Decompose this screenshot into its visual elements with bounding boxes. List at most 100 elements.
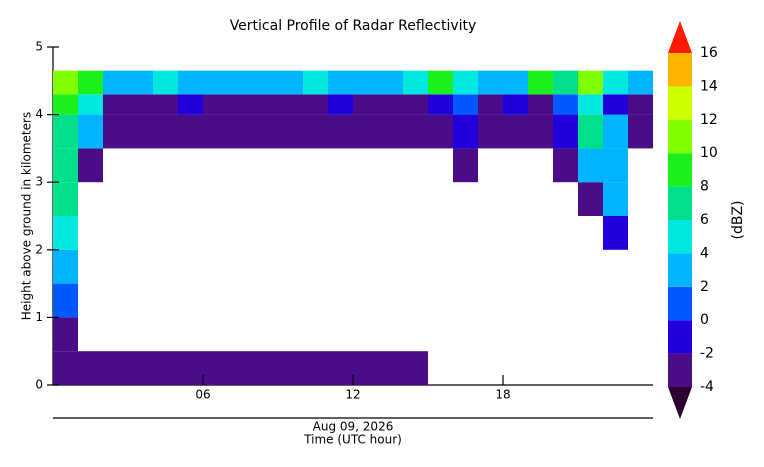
cell: [203, 114, 228, 149]
colorbar-tick-label: 0: [700, 312, 709, 328]
cell: [603, 114, 628, 149]
cell: [303, 351, 328, 385]
cell: [153, 114, 178, 149]
cell: [78, 114, 103, 149]
cell: [303, 94, 328, 115]
cell: [53, 283, 78, 318]
y-tick-label: 3: [35, 175, 43, 189]
cell: [78, 70, 103, 95]
y-tick-label: 2: [35, 242, 43, 256]
cell: [128, 94, 153, 115]
cell: [403, 70, 428, 95]
cell: [278, 70, 303, 95]
colorbar-under: [668, 387, 692, 419]
cell: [428, 94, 453, 115]
cell: [603, 94, 628, 115]
cell: [578, 70, 603, 95]
cell: [128, 70, 153, 95]
colorbar-tick-label: 2: [700, 279, 709, 295]
cell: [353, 94, 378, 115]
cell: [303, 70, 328, 95]
cell: [578, 94, 603, 115]
cell: [353, 351, 378, 385]
cell: [603, 216, 628, 250]
cell: [228, 94, 253, 115]
colorbar-segment: [668, 119, 692, 154]
cell: [53, 317, 78, 352]
cell: [178, 351, 203, 385]
cell: [128, 114, 153, 149]
cell: [553, 70, 578, 95]
colorbar-segment: [668, 220, 692, 254]
cell: [253, 351, 278, 385]
cell: [328, 70, 353, 95]
colorbar-segment: [668, 86, 692, 120]
date-label: Aug 09, 2026: [313, 420, 394, 434]
cell: [53, 94, 78, 115]
cell: [378, 70, 403, 95]
cell: [453, 114, 478, 149]
cell: [53, 216, 78, 250]
cell: [228, 351, 253, 385]
colorbar-tick-label: -2: [700, 346, 714, 362]
cell: [603, 148, 628, 183]
colorbar-tick-label: 6: [700, 212, 709, 228]
colorbar-tick-label: 16: [700, 45, 718, 61]
cell: [578, 182, 603, 216]
cell: [103, 70, 128, 95]
cell: [328, 351, 353, 385]
cell: [353, 70, 378, 95]
cell: [353, 114, 378, 149]
cell: [603, 182, 628, 216]
cell: [153, 351, 178, 385]
cell: [628, 94, 653, 115]
cell: [453, 94, 478, 115]
cell: [578, 114, 603, 149]
cell: [528, 94, 553, 115]
y-tick-label: 5: [35, 40, 43, 54]
colorbar-segment: [668, 186, 692, 220]
cell: [478, 114, 503, 149]
cell: [53, 249, 78, 284]
cell: [378, 351, 403, 385]
cell: [403, 94, 428, 115]
y-tick-label: 4: [35, 107, 43, 121]
cell: [53, 114, 78, 149]
colorbar-tick-label: 4: [700, 245, 709, 261]
cell: [78, 94, 103, 115]
cell: [453, 70, 478, 95]
colorbar-tick-label: 10: [700, 145, 718, 161]
cell: [253, 70, 278, 95]
cell: [428, 70, 453, 95]
cell: [528, 70, 553, 95]
cell: [503, 94, 528, 115]
cell: [478, 70, 503, 95]
cell: [278, 351, 303, 385]
x-tick-label: 18: [495, 388, 510, 402]
y-axis-label: Height above ground in kilometers: [20, 112, 34, 320]
cell: [553, 94, 578, 115]
cell: [103, 351, 128, 385]
cell: [78, 148, 103, 183]
colorbar-segment: [668, 353, 692, 387]
colorbar-segment: [668, 53, 692, 87]
cell: [203, 351, 228, 385]
cell: [53, 148, 78, 183]
cell: [153, 94, 178, 115]
cell: [103, 94, 128, 115]
cell: [503, 114, 528, 149]
cell: [528, 114, 553, 149]
cell: [53, 70, 78, 95]
colorbar-tick-label: 8: [700, 179, 709, 195]
cell: [503, 70, 528, 95]
colorbar-segment: [668, 153, 692, 187]
cell: [228, 70, 253, 95]
cell: [53, 182, 78, 216]
x-tick-label: 12: [345, 388, 360, 402]
colorbar-segment: [668, 286, 692, 321]
cell: [603, 70, 628, 95]
cell: [103, 114, 128, 149]
cell: [53, 351, 78, 385]
cell: [78, 351, 103, 385]
